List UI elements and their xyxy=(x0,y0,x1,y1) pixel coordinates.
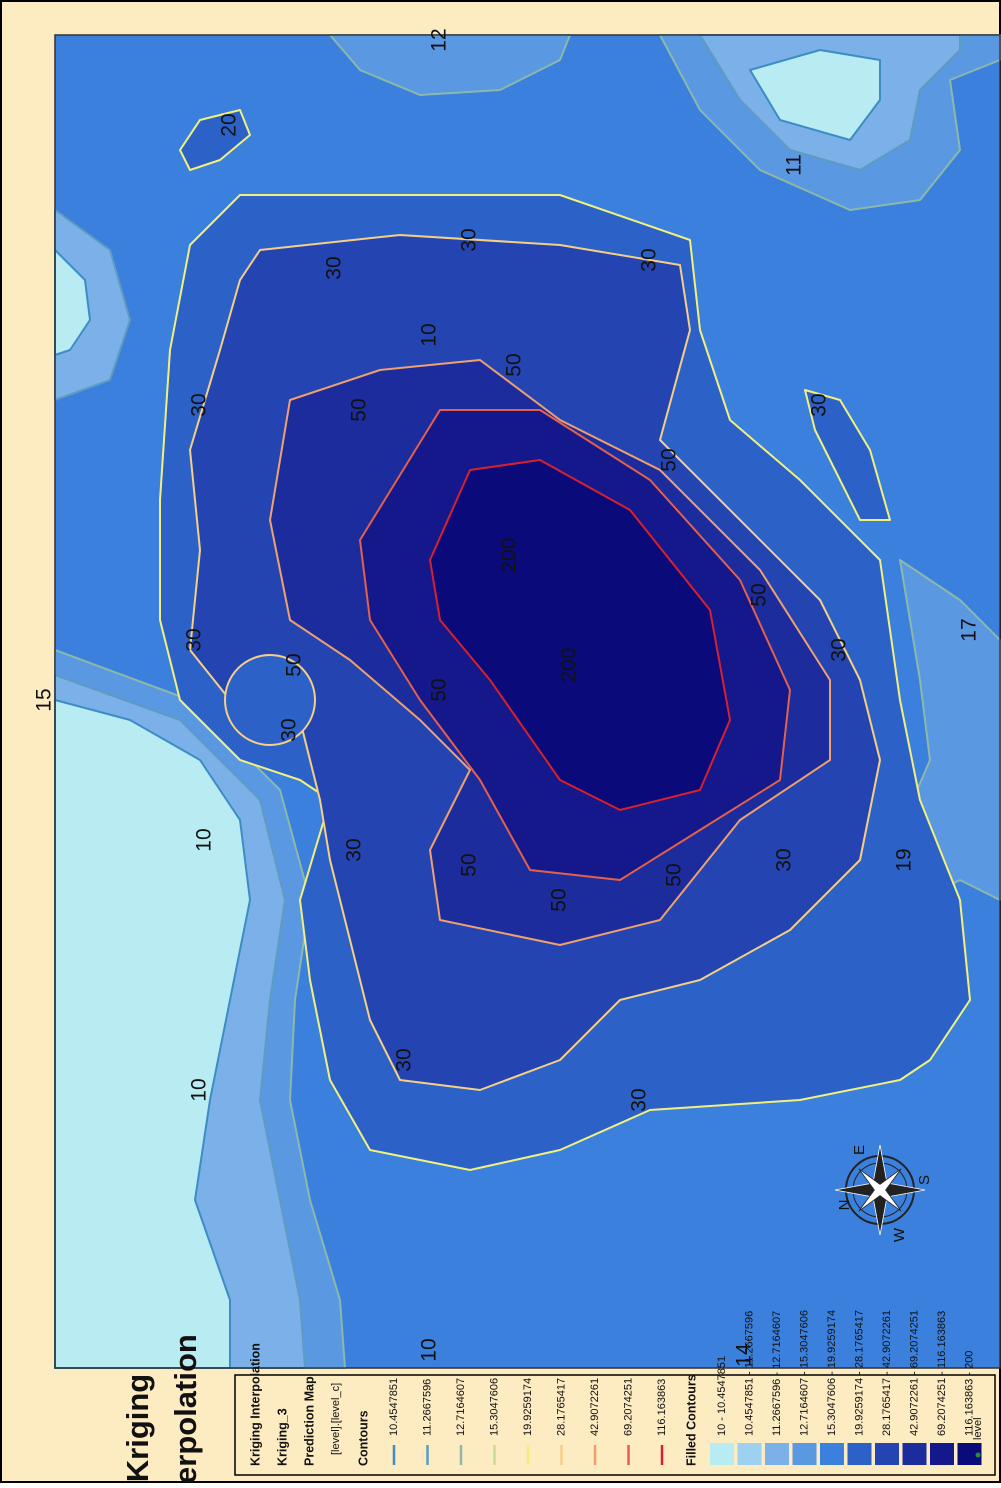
contour-label: 200 xyxy=(558,647,581,682)
compass-letter: N xyxy=(836,1200,853,1211)
contour-label: 50 xyxy=(503,353,526,376)
title-line: interpolation xyxy=(168,1334,203,1483)
contour-label: 30 xyxy=(278,718,301,741)
legend-text: 19.9259174 xyxy=(522,1378,534,1436)
page: {"title_lines": ["Kriging", "interpolati… xyxy=(0,0,1001,1483)
contour-label: 10 xyxy=(418,323,441,346)
legend-swatch xyxy=(903,1443,927,1465)
legend-heading: Prediction Map xyxy=(302,1376,316,1466)
legend-swatch xyxy=(976,1453,981,1458)
contour-label: 12 xyxy=(428,28,451,51)
contour-label: 30 xyxy=(188,393,211,416)
legend-text: 69.2074251 xyxy=(622,1378,634,1436)
contour-label: 30 xyxy=(458,228,481,251)
legend-swatch xyxy=(820,1443,844,1465)
contour-label: 10 xyxy=(418,1338,441,1361)
contour-label: 30 xyxy=(828,638,851,661)
legend-text: 10.4547851 xyxy=(388,1378,400,1436)
contour-label: 30 xyxy=(323,256,346,279)
contour-label: 19 xyxy=(893,848,916,871)
contour-label: 30 xyxy=(343,838,366,861)
contour-label: 15 xyxy=(33,688,56,711)
legend-heading: Contours xyxy=(356,1410,370,1466)
legend-swatch xyxy=(848,1443,872,1465)
contour-label: 50 xyxy=(428,678,451,701)
contour-label: 30 xyxy=(808,393,831,416)
legend-text: 19.9259174 - 28.1765417 xyxy=(853,1310,865,1436)
contour-label: 30 xyxy=(183,628,206,651)
legend-swatch xyxy=(930,1443,954,1465)
legend-swatch xyxy=(710,1443,734,1465)
contour-label: 30 xyxy=(628,1088,651,1111)
contour-label: 30 xyxy=(773,848,796,871)
legend-heading: Filled Contours xyxy=(684,1374,698,1466)
legend-text: 42.9072261 - 69.2074251 xyxy=(908,1310,920,1436)
legend-text: 69.2074251 - 116.163863 xyxy=(936,1311,948,1436)
legend-text: level xyxy=(972,1417,984,1440)
legend-text: 15.3047606 xyxy=(488,1378,500,1436)
contour-label: 10 xyxy=(193,828,216,851)
contour-label: 10 xyxy=(188,1078,211,1101)
legend-text: 10 - 10.4547851 xyxy=(716,1356,728,1436)
title-line: Kriging xyxy=(120,1374,155,1483)
map-page: 12 20 11 10 30 30 30 30 50 50 30 50 200 50 30 50 15 200 17… xyxy=(0,0,1001,1483)
contour-label: 50 xyxy=(748,583,771,606)
compass-letter: E xyxy=(851,1145,868,1155)
contour-label: 50 xyxy=(663,863,686,886)
contour-label: 30 xyxy=(638,248,661,271)
legend-text: 15.3047606 - 19.9259174 xyxy=(826,1310,838,1436)
contour-label: 50 xyxy=(348,398,371,421)
contour-label: 200 xyxy=(498,537,521,572)
contour-label: 50 xyxy=(658,448,681,471)
legend-text: 42.9072261 xyxy=(589,1378,601,1436)
legend-swatch xyxy=(765,1443,789,1465)
legend-swatch xyxy=(793,1443,817,1465)
legend-swatch xyxy=(875,1443,899,1465)
legend-text: 28.1765417 - 42.9072261 xyxy=(881,1310,893,1436)
contour-label: 50 xyxy=(548,888,571,911)
legend-text: 11.2667596 - 12.7164607 xyxy=(771,1311,783,1436)
legend-text: 12.7164607 xyxy=(455,1378,467,1436)
legend-text: 11.2667596 xyxy=(421,1379,433,1436)
legend-swatch xyxy=(738,1443,762,1465)
contour-label: 11 xyxy=(783,154,806,176)
compass-letter: W xyxy=(891,1227,908,1242)
compass-letter: S xyxy=(916,1175,933,1185)
contour-label: 50 xyxy=(458,853,481,876)
legend-text: 116.163863 xyxy=(656,1379,668,1436)
contour-label: 20 xyxy=(218,113,241,136)
legend-heading: Kriging_3 xyxy=(275,1408,289,1466)
contour-label: 50 xyxy=(283,653,306,676)
legend-text: [level].[level_c] xyxy=(330,1383,342,1455)
map xyxy=(55,35,1000,1368)
contour-label: 30 xyxy=(393,1048,416,1071)
contour-label: 17 xyxy=(958,618,981,641)
legend-text: 10.4547851 - 11.2667596 xyxy=(743,1311,755,1436)
legend-heading: Kriging Interpolation xyxy=(248,1343,262,1466)
legend-text: 28.1765417 xyxy=(555,1378,567,1436)
legend-text: 12.7164607 - 15.3047606 xyxy=(798,1310,810,1436)
